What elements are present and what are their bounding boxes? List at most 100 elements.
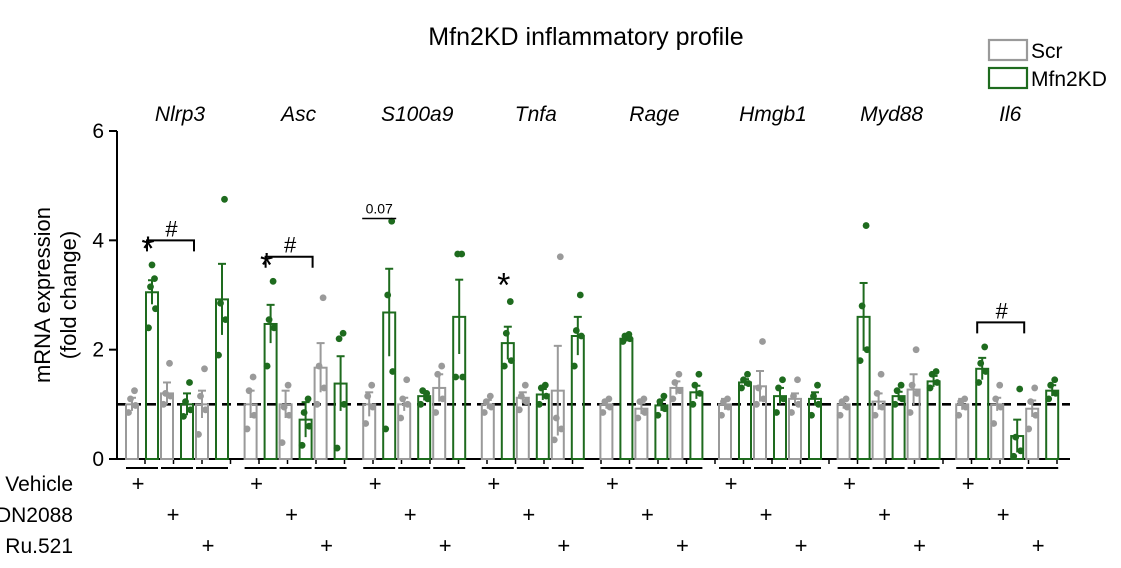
data-point-scr [552, 414, 560, 422]
data-point-scr [132, 402, 139, 409]
data-point-kd [572, 327, 580, 334]
data-point-scr [285, 411, 293, 419]
data-point-kd [576, 291, 584, 299]
data-point-kd [926, 384, 934, 392]
data-point-kd [1052, 390, 1060, 397]
data-point-kd [535, 400, 543, 408]
data-point-scr [795, 400, 802, 408]
data-point-scr [245, 387, 253, 395]
data-point-kd [933, 379, 941, 386]
data-point-kd [541, 381, 549, 389]
data-point-scr [131, 387, 138, 395]
data-point-scr [404, 400, 412, 408]
data-point-kd [982, 368, 990, 375]
data-point-scr [1025, 425, 1033, 433]
data-point-scr [482, 398, 490, 405]
data-point-kd [459, 373, 467, 381]
data-point-scr [557, 425, 565, 433]
data-point-scr [997, 403, 1005, 411]
gene-label-asc: Asc [279, 103, 317, 126]
significance-star: * [497, 267, 510, 305]
data-point-kd [858, 302, 866, 310]
gene-label-rage: Rage [629, 103, 679, 126]
significance-hash: # [284, 233, 297, 258]
data-point-scr [313, 400, 321, 408]
data-point-scr [794, 376, 801, 384]
data-point-kd [265, 316, 273, 323]
treatment-plus: + [487, 471, 500, 496]
significance-hash: # [165, 216, 178, 241]
data-point-kd [152, 305, 159, 313]
data-point-scr [278, 439, 286, 446]
data-point-kd [691, 381, 699, 389]
bar-kd [145, 291, 159, 460]
data-point-scr [961, 395, 969, 403]
data-point-kd [263, 362, 271, 370]
data-point-kd [570, 362, 578, 370]
data-point-scr [167, 392, 174, 400]
data-point-kd [215, 351, 222, 359]
data-point-kd [388, 217, 396, 225]
data-point-kd [773, 409, 780, 416]
data-point-kd [1012, 433, 1020, 441]
legend-label-mfn2kd: Mfn2KD [1031, 68, 1107, 91]
data-point-scr [243, 425, 251, 433]
data-point-kd [339, 329, 347, 337]
treatment-plus: + [676, 533, 689, 558]
data-point-kd [186, 379, 193, 386]
data-point-scr [319, 294, 327, 302]
data-point-kd [148, 261, 156, 269]
pvalue-label: 0.07 [366, 200, 393, 216]
data-point-scr [641, 409, 649, 416]
treatment-label-vehicle: Vehicle [5, 473, 73, 496]
data-point-scr [166, 359, 173, 367]
data-point-kd [625, 330, 633, 338]
data-point-scr [675, 370, 683, 378]
treatment-plus: + [843, 471, 856, 496]
data-point-scr [127, 395, 134, 403]
data-point-kd [300, 409, 308, 416]
data-point-scr [753, 400, 760, 408]
data-point-kd [1047, 381, 1055, 389]
data-point-scr [955, 411, 963, 419]
data-point-scr [640, 395, 648, 403]
data-point-kd [1010, 452, 1018, 460]
bar-kd [263, 322, 278, 460]
data-point-kd [619, 338, 627, 345]
treatment-plus: + [641, 502, 654, 527]
y-tick-label: 0 [92, 448, 104, 471]
data-point-scr [438, 362, 446, 370]
data-point-kd [335, 335, 343, 343]
data-point-scr [517, 392, 525, 400]
data-point-scr [280, 403, 288, 411]
data-point-kd [577, 332, 585, 340]
data-point-scr [962, 403, 970, 411]
data-point-kd [977, 359, 985, 367]
data-point-scr [320, 384, 328, 392]
significance-bracket [264, 255, 314, 268]
data-point-scr [249, 373, 257, 381]
data-point-scr [522, 398, 530, 405]
treatment-plus: + [369, 471, 382, 496]
data-point-scr [996, 381, 1004, 389]
data-point-kd [423, 390, 431, 397]
data-point-scr [487, 403, 495, 411]
data-point-scr [1027, 398, 1035, 405]
data-point-scr [836, 411, 844, 419]
data-point-scr [913, 390, 921, 397]
y-axis-label-line1: mRNA expression [30, 207, 55, 383]
data-point-scr [250, 411, 258, 419]
data-point-kd [269, 277, 277, 285]
data-point-kd [542, 392, 550, 400]
data-point-scr [788, 409, 795, 416]
data-point-scr [515, 406, 523, 414]
data-point-kd [656, 398, 664, 405]
treatment-plus: + [606, 471, 619, 496]
data-point-kd [808, 411, 815, 419]
y-axis-label-line2: (fold change) [56, 231, 81, 359]
data-point-scr [912, 346, 920, 354]
data-point-scr [125, 409, 132, 416]
treatment-plus: + [962, 471, 975, 496]
data-point-kd [981, 343, 989, 351]
